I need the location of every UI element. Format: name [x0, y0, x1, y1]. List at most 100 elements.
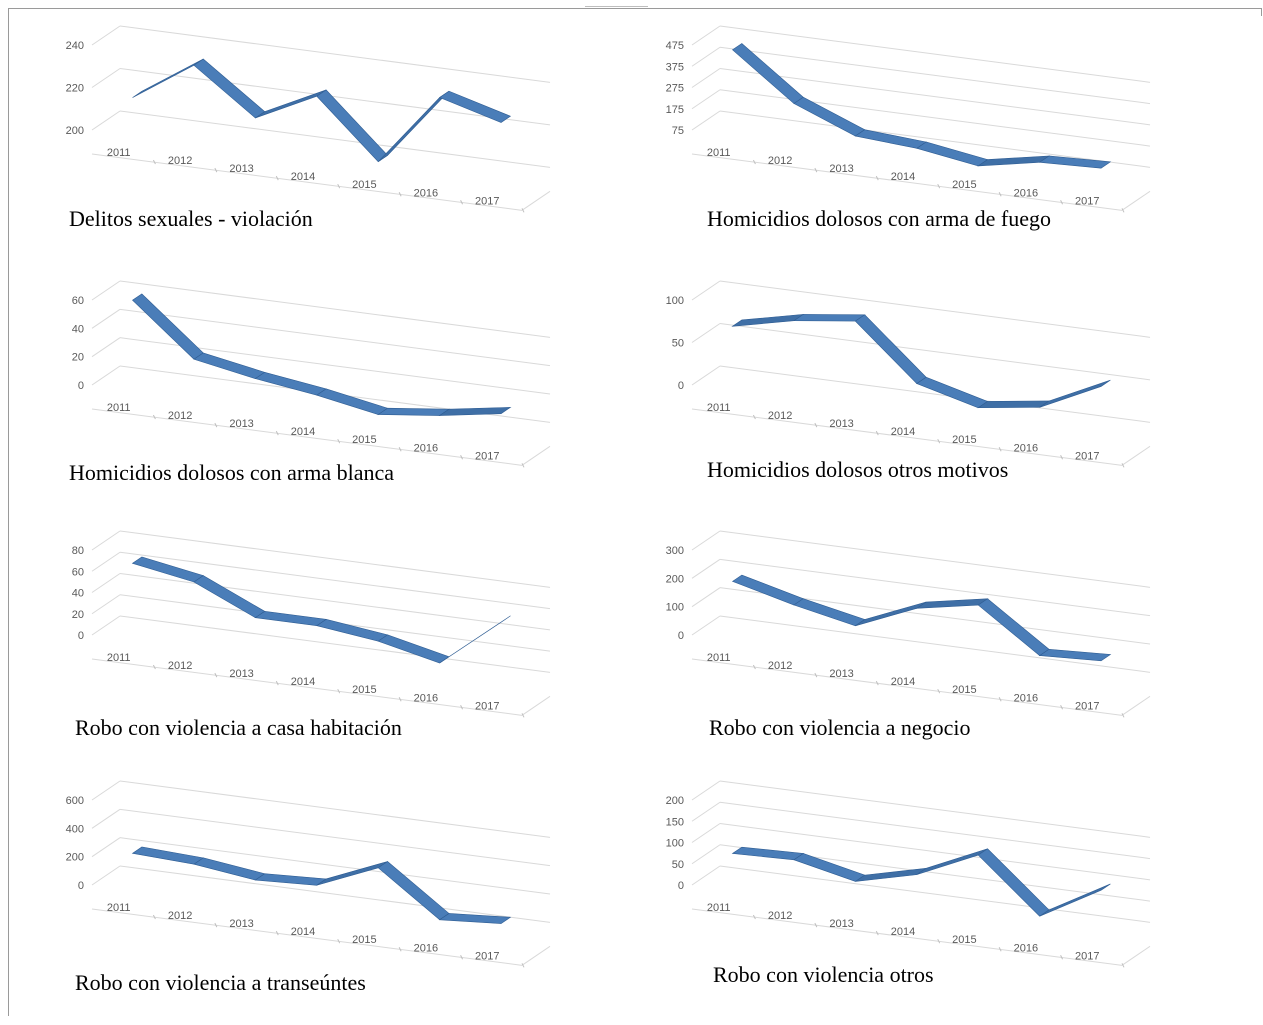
chart-caption: Homicidios dolosos con arma de fuego — [707, 206, 1051, 232]
page-border-right — [1261, 8, 1262, 16]
x-tick-label: 2014 — [291, 426, 315, 438]
y-tick-label: 475 — [666, 40, 684, 52]
gridline — [720, 26, 1150, 82]
series-ribbon-segment — [794, 314, 865, 321]
x-tick-label: 2017 — [1075, 950, 1099, 962]
y-tick-label: 100 — [666, 838, 684, 850]
x-tick-label: 2011 — [707, 902, 731, 914]
series-ribbon-segment — [917, 599, 988, 609]
chart-caption: Robo con violencia a negocio — [709, 715, 970, 741]
y-tick-label: 375 — [666, 61, 684, 73]
x-tick-label: 2015 — [952, 934, 976, 946]
gridline-depth — [692, 616, 720, 635]
x-tick-label: 2017 — [475, 950, 499, 962]
series-ribbon-segment — [378, 91, 449, 162]
x-tick-label: 2017 — [1075, 195, 1099, 207]
y-tick-label: 240 — [66, 40, 84, 52]
x-tick-label: 2014 — [291, 171, 315, 183]
gridline-depth — [692, 111, 720, 130]
gridline-depth — [92, 26, 120, 45]
gridline-depth — [92, 838, 120, 857]
series-ribbon-segment — [440, 913, 511, 923]
series-ribbon-segment — [133, 294, 204, 359]
gridline-depth — [692, 26, 720, 45]
x-tick-label: 2017 — [475, 700, 499, 712]
y-tick-label: 200 — [66, 852, 84, 864]
series-ribbon-segment — [733, 575, 804, 605]
series-ribbon-segment — [255, 372, 326, 395]
x-tick-label: 2013 — [229, 918, 253, 930]
x-tick-label: 2015 — [952, 179, 976, 191]
gridline — [720, 531, 1150, 587]
gridline-depth — [92, 781, 120, 800]
y-tick-label: 300 — [666, 545, 684, 557]
x-tick-label: 2012 — [168, 660, 192, 672]
series-ribbon-segment — [378, 635, 449, 663]
gridline-depth — [692, 324, 720, 343]
series-ribbon-segment — [978, 156, 1049, 166]
x-tick-label: 2014 — [291, 926, 315, 938]
series-ribbon-segment — [440, 616, 511, 663]
x-tick-label: 2013 — [229, 668, 253, 680]
series-ribbon-segment — [855, 130, 926, 149]
floor-right-edge — [1122, 446, 1150, 465]
y-tick-label: 20 — [72, 609, 84, 621]
y-tick-label: 50 — [672, 859, 684, 871]
floor-right-edge — [522, 696, 550, 715]
gridline — [120, 552, 550, 608]
series-ribbon-segment — [733, 847, 804, 860]
x-tick-label: 2017 — [475, 195, 499, 207]
series-ribbon-segment — [733, 43, 804, 103]
series-ribbon-segment — [917, 142, 988, 166]
x-tick-label: 2015 — [952, 434, 976, 446]
gridline-depth — [692, 559, 720, 578]
gridline — [120, 26, 550, 82]
y-tick-label: 80 — [72, 545, 84, 557]
gridline — [120, 838, 550, 894]
gridline-depth — [692, 47, 720, 66]
x-tick-label: 2017 — [1075, 700, 1099, 712]
y-tick-label: 200 — [66, 125, 84, 137]
chart-caption: Robo con violencia otros — [713, 962, 934, 988]
gridline-depth — [692, 90, 720, 109]
series-ribbon-segment — [378, 408, 449, 415]
y-tick-label: 60 — [72, 295, 84, 307]
series-ribbon-segment — [978, 401, 1049, 408]
gridline-depth — [692, 366, 720, 385]
y-tick-label: 600 — [66, 795, 84, 807]
x-tick-label: 2012 — [768, 660, 792, 672]
gridline-depth — [92, 574, 120, 593]
series-ribbon-segment — [378, 861, 449, 919]
y-tick-label: 0 — [78, 380, 84, 392]
x-tick-label: 2012 — [168, 155, 192, 167]
series-ribbon-segment — [917, 849, 988, 875]
gridline — [720, 781, 1150, 837]
y-tick-label: 200 — [666, 795, 684, 807]
series-ribbon-segment — [794, 97, 865, 136]
series-ribbon-segment — [317, 90, 388, 162]
gridline-depth — [92, 552, 120, 571]
x-tick-label: 2013 — [829, 418, 853, 430]
gridline-depth — [92, 281, 120, 300]
x-tick-label: 2013 — [829, 163, 853, 175]
x-tick-label: 2015 — [352, 179, 376, 191]
x-tick-label: 2011 — [707, 652, 731, 664]
chart-caption: Delitos sexuales - violación — [69, 206, 313, 232]
chart-caption: Robo con violencia a casa habitación — [75, 715, 402, 741]
x-tick-label: 2016 — [1014, 942, 1038, 954]
gridline-depth — [692, 281, 720, 300]
series-ribbon-segment — [317, 619, 388, 641]
series-ribbon-segment — [794, 599, 865, 626]
gridline-depth — [92, 616, 120, 635]
chart-caption: Homicidios dolosos otros motivos — [707, 457, 1008, 483]
y-tick-label: 75 — [672, 125, 684, 137]
